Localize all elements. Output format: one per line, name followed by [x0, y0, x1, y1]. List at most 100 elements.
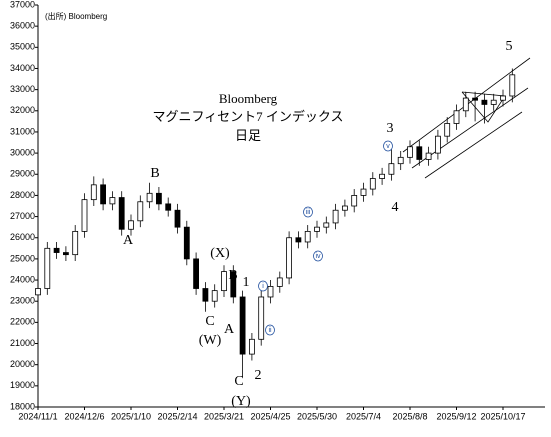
candle-body — [109, 197, 116, 205]
wave-label: (W) — [199, 333, 222, 348]
wave-circle — [258, 280, 268, 292]
candle-body — [416, 146, 423, 160]
candle-body — [193, 258, 200, 289]
candle-body — [332, 209, 339, 224]
wave-label: 3 — [387, 121, 394, 136]
wave-label: (Y) — [231, 394, 251, 409]
wave-label: 2 — [255, 368, 262, 383]
wave-circle — [383, 140, 393, 152]
channel-line — [424, 111, 523, 179]
candle-body — [248, 338, 255, 355]
candle-body — [295, 237, 302, 243]
wave-label: 5 — [506, 39, 513, 54]
y-tick-label: 29000 — [10, 169, 35, 179]
candle-body — [286, 237, 293, 279]
candle-body — [63, 252, 69, 256]
x-tick-label: 2025/8/8 — [392, 411, 427, 421]
candle-body — [90, 184, 97, 201]
x-tick-label: 2025/7/4 — [346, 411, 381, 421]
candle-body — [323, 222, 330, 228]
candle-body — [351, 195, 358, 207]
candle-body — [369, 178, 376, 190]
candle-body — [230, 271, 237, 298]
candle-body — [258, 296, 265, 340]
chart-subtitle: マグニフィセント7 インデックス — [152, 109, 343, 124]
source: (出所) Bloomberg — [45, 11, 107, 21]
candle-body — [137, 201, 144, 222]
circled-label: ii — [268, 327, 272, 334]
candle-body — [183, 226, 190, 260]
circled-label: v — [386, 143, 390, 150]
wave-label: 1 — [243, 275, 250, 290]
wave-label: (X) — [210, 246, 230, 261]
x-tick-label: 2025/1/10 — [111, 411, 151, 421]
circled-label: iii — [306, 209, 311, 216]
y-tick-label: 28000 — [10, 190, 35, 200]
candle-body — [397, 156, 404, 165]
y-tick-label: 33000 — [10, 84, 35, 94]
y-tick-label: 35000 — [10, 42, 35, 52]
y-tick-label: 27000 — [10, 211, 35, 221]
candle-body — [276, 277, 283, 287]
circled-label: iv — [315, 253, 321, 260]
candle-body — [155, 192, 162, 205]
y-tick-label: 22000 — [10, 317, 35, 327]
x-tick-label: 2025/2/14 — [157, 411, 197, 421]
y-tick-label: 26000 — [10, 232, 35, 242]
chart-period: 日足 — [235, 128, 261, 143]
candle-body — [202, 288, 209, 302]
candle-body — [407, 146, 413, 158]
candle-body — [267, 285, 274, 298]
candle-body — [100, 184, 106, 205]
candle-body — [304, 230, 311, 243]
candle-body — [146, 192, 153, 203]
candle-body — [500, 95, 506, 101]
candle-body — [379, 173, 386, 179]
y-tick-label: 36000 — [10, 21, 35, 31]
x-tick-label: 2025/5/30 — [297, 411, 337, 421]
y-tick-label: 18000 — [10, 401, 35, 411]
candle-body — [490, 99, 497, 105]
wave-circle — [313, 250, 323, 262]
y-tick-label: 25000 — [10, 253, 35, 263]
wave-label: A — [123, 233, 134, 248]
wave-circle — [303, 206, 313, 218]
y-tick-label: 23000 — [10, 296, 35, 306]
candle-body — [509, 74, 516, 97]
candle-body — [118, 197, 125, 230]
y-tick-label: 30000 — [10, 147, 35, 157]
candle-body — [462, 97, 469, 112]
candle-body — [434, 135, 441, 154]
candle-body — [444, 123, 451, 137]
wave-label: B — [228, 268, 237, 283]
candle-body — [341, 205, 348, 211]
candle-body — [425, 152, 432, 160]
x-tick-label: 2025/4/25 — [250, 411, 290, 421]
candle-body — [81, 199, 88, 232]
chart-title: Bloomberg — [219, 91, 278, 106]
candle-body — [472, 97, 479, 101]
y-tick-label: 37000 — [10, 0, 35, 9]
wave-label: A — [224, 322, 235, 337]
y-tick-label: 31000 — [10, 126, 35, 136]
candle-body — [165, 203, 172, 211]
x-tick-label: 2024/12/6 — [64, 411, 104, 421]
wave-label: B — [150, 166, 159, 181]
wave-label: C — [205, 314, 214, 329]
candle-body — [44, 247, 51, 289]
candle-body — [388, 163, 395, 175]
candle-body — [35, 288, 41, 296]
y-tick-label: 24000 — [10, 274, 35, 284]
candle-body — [211, 290, 218, 302]
candle-body — [314, 226, 320, 232]
x-tick-label: 2025/9/12 — [436, 411, 476, 421]
candle-body — [72, 230, 79, 256]
candle-body — [360, 188, 367, 196]
circled-label: i — [262, 283, 264, 290]
candle-body — [481, 99, 488, 105]
y-tick-label: 20000 — [10, 359, 35, 369]
x-tick-label: 2025/10/17 — [480, 411, 525, 421]
x-tick-label: 2024/11/1 — [18, 411, 57, 421]
wave-label: C — [234, 374, 243, 389]
